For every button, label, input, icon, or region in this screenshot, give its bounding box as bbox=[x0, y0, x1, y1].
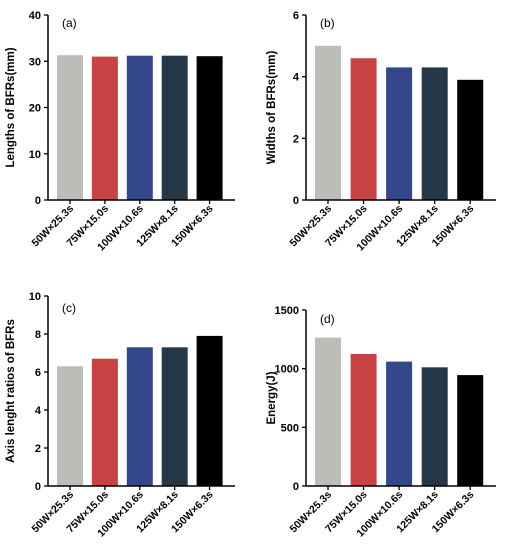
y-axis-label: Axis lenght ratios of BFRs bbox=[5, 319, 17, 463]
y-tick-label: 0 bbox=[35, 481, 41, 493]
bar-1 bbox=[350, 354, 377, 486]
y-tick-label: 4 bbox=[293, 72, 300, 84]
bar-3 bbox=[421, 67, 448, 201]
bar-4 bbox=[457, 79, 484, 201]
y-tick-label: 10 bbox=[29, 291, 41, 303]
bar-2 bbox=[126, 55, 153, 201]
chart-panel-2: 50W×25.3s75W×15.0s100W×10.6s125W×8.1s150… bbox=[5, 291, 235, 539]
bar-0 bbox=[57, 55, 83, 201]
y-tick-label: 8 bbox=[35, 329, 41, 341]
panel-label: (c) bbox=[62, 301, 76, 315]
bar-3 bbox=[421, 367, 448, 486]
bar-1 bbox=[350, 58, 377, 201]
chart-panel-1: 50W×25.3s75W×15.0s100W×10.6s125W×8.1s150… bbox=[266, 10, 496, 253]
bar-0 bbox=[315, 337, 341, 486]
panel-label: (a) bbox=[62, 16, 77, 30]
y-tick-label: 0 bbox=[293, 481, 299, 493]
chart-panel-3: 50W×25.3s75W×15.0s100W×10.6s125W×8.1s150… bbox=[266, 305, 496, 539]
y-tick-label: 1000 bbox=[275, 364, 299, 376]
y-tick-label: 6 bbox=[35, 367, 41, 379]
y-axis-label: Widths of BFRs(mm) bbox=[266, 51, 278, 165]
bar-3 bbox=[161, 55, 188, 201]
bar-1 bbox=[91, 56, 118, 200]
bar-4 bbox=[457, 375, 484, 486]
y-tick-label: 6 bbox=[293, 10, 299, 22]
bar-2 bbox=[386, 361, 413, 486]
y-tick-label: 0 bbox=[293, 195, 299, 207]
panel-label: (d) bbox=[320, 312, 335, 326]
bar-3 bbox=[161, 347, 188, 486]
bar-4 bbox=[196, 335, 223, 486]
y-axis-label: Lengths of BFRs(mm) bbox=[5, 47, 17, 167]
bar-4 bbox=[196, 56, 223, 201]
chart-panel-0: 50W×25.3s75W×15.0s100W×10.6s125W×8.1s150… bbox=[5, 10, 235, 253]
y-tick-label: 4 bbox=[35, 405, 42, 417]
y-tick-label: 10 bbox=[29, 149, 41, 161]
panel-label: (b) bbox=[320, 16, 335, 30]
y-tick-label: 2 bbox=[293, 133, 299, 145]
bar-2 bbox=[386, 67, 413, 201]
y-tick-label: 2 bbox=[35, 443, 41, 455]
y-tick-label: 0 bbox=[35, 195, 41, 207]
bar-0 bbox=[315, 45, 341, 200]
y-tick-label: 20 bbox=[29, 103, 41, 115]
bar-1 bbox=[91, 358, 118, 486]
y-tick-label: 40 bbox=[29, 10, 41, 22]
bar-0 bbox=[57, 366, 83, 486]
y-axis-label: Energy(J) bbox=[266, 371, 278, 424]
y-tick-label: 1500 bbox=[275, 305, 299, 317]
y-tick-label: 500 bbox=[281, 422, 299, 434]
y-tick-label: 30 bbox=[29, 56, 41, 68]
bar-2 bbox=[126, 347, 153, 486]
